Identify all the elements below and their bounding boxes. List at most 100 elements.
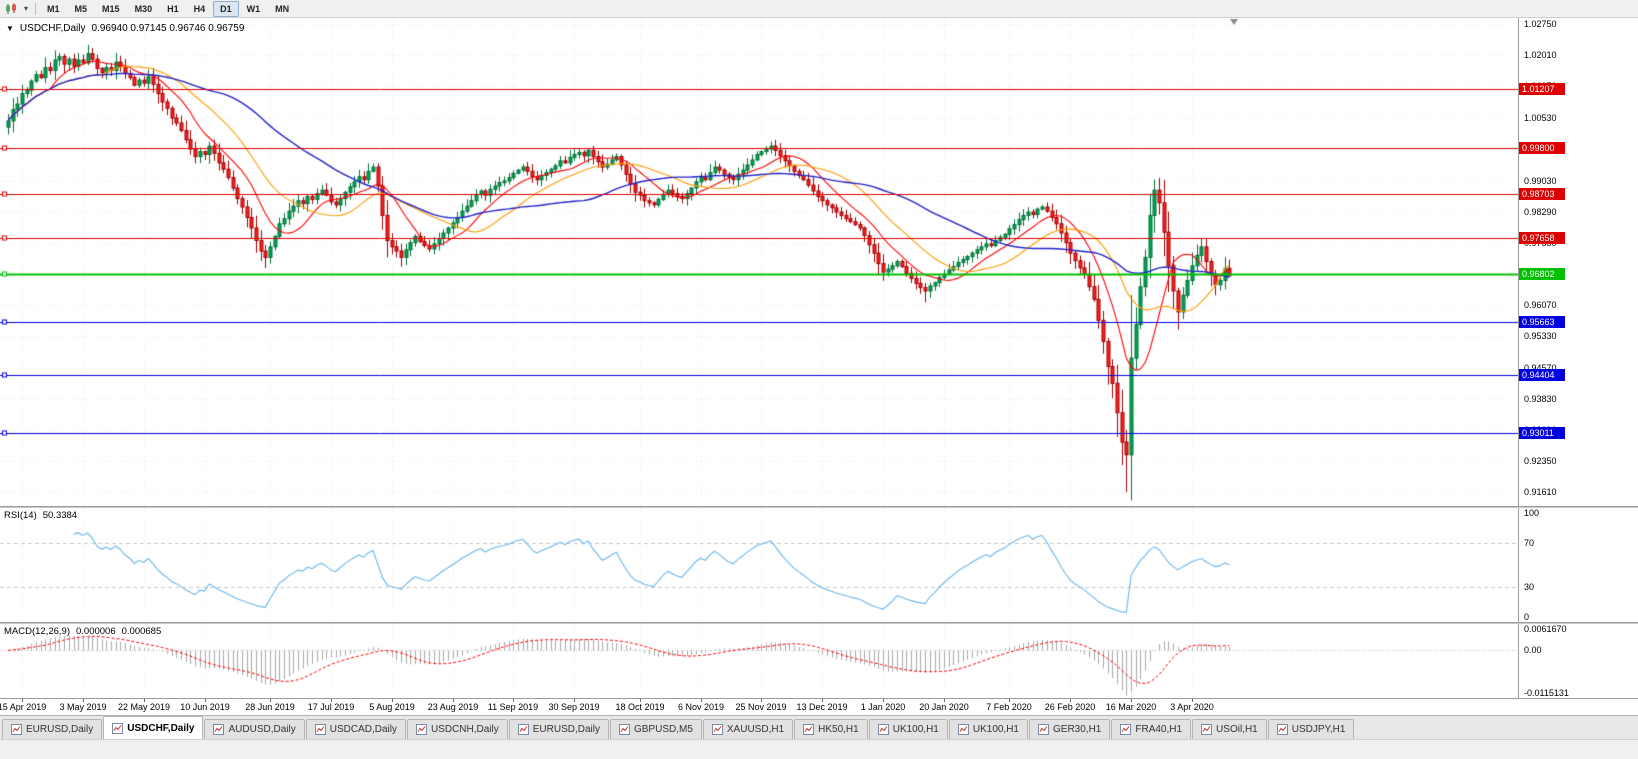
price-level-badge: 0.93011 [1519,427,1565,440]
tab-chart-icon [957,724,969,735]
time-scale-tick [513,699,514,702]
timeframe-button-m15[interactable]: M15 [102,3,120,14]
chart-tab-fra40-h1[interactable]: FRA40,H1 [1111,719,1192,739]
timeframe-toolbar: ▾ M1 M5 M15 M30 H1 H4 D1 W1 MN [0,0,1638,18]
chart-tab-ger30-h1[interactable]: GER30,H1 [1029,719,1111,739]
tab-label: UK100,H1 [972,724,1019,735]
time-scale-tick [883,699,884,702]
time-scale-tick [83,699,84,702]
tab-chart-icon [213,724,225,735]
price-tick-label: 0.96070 [1524,299,1557,310]
time-scale-tick [331,699,332,702]
time-scale-label: 5 Aug 2019 [369,702,415,712]
timeframe-button-mn[interactable]: MN [275,3,290,14]
chart-tab-usdcad-daily[interactable]: USDCAD,Daily [305,719,406,739]
chart-tab-uk100-h1[interactable]: UK100,H1 [868,719,948,739]
price-tick-label: 1.02010 [1524,50,1557,61]
chart-tab-usoil-h1[interactable]: USOil,H1 [1192,719,1267,739]
time-scale-label: 17 Jul 2019 [307,702,355,712]
time-scale-label: 15 Apr 2019 [0,702,47,712]
tab-label: USDCNH,Daily [430,724,499,735]
time-scale-tick [761,699,762,702]
rsi-title: RSI(14) 50.3384 [4,510,77,521]
tab-label: USDCHF,Daily [127,722,195,734]
price-scale[interactable]: 1.027501.020101.012701.005300.997900.990… [1518,18,1638,506]
time-scale-tick [144,699,145,702]
rsi-tick-label: 30 [1524,581,1535,592]
time-scale-label: 25 Nov 2019 [735,702,787,712]
tab-label: USOil,H1 [1216,724,1258,735]
time-scale-tick [1131,699,1132,702]
time-scale-label: 16 Mar 2020 [1105,702,1157,712]
tab-label: FRA40,H1 [1135,724,1183,735]
time-scale-label: 13 Dec 2019 [796,702,848,712]
panel-splitter-macd[interactable] [0,622,1638,624]
chart-tab-gbpusd-m5[interactable]: GBPUSD,M5 [609,719,702,739]
time-scale-tick [822,699,823,702]
chart-tab-uk100-h1[interactable]: UK100,H1 [948,719,1028,739]
timeframe-button-h4[interactable]: H4 [193,3,206,14]
tab-chart-icon [1201,724,1213,735]
charts-toolbar-icon[interactable] [3,3,21,15]
macd-main-value: 0.000006 [76,626,116,637]
chart-tab-xauusd-h1[interactable]: XAUUSD,H1 [702,719,794,739]
chart-tab-usdcnh-daily[interactable]: USDCNH,Daily [406,719,508,739]
panel-splitter-rsi[interactable] [0,506,1638,508]
chart-tab-audusd-daily[interactable]: AUDUSD,Daily [204,719,305,739]
price-tick-label: 0.99030 [1524,175,1557,186]
time-scale[interactable]: 15 Apr 2019 3 May 2019 22 May 2019 10 Jun 2… [0,698,1638,715]
price-level-badge: 0.97658 [1519,232,1565,245]
toolbar-dropdown-caret-icon[interactable]: ▾ [24,4,29,13]
time-scale-label: 3 May 2019 [59,702,107,712]
timeframe-button-m5[interactable]: M5 [74,3,88,14]
timeframe-button-m30[interactable]: M30 [134,3,153,14]
price-tick-label: 0.95330 [1524,330,1557,341]
timeframe-button-m1[interactable]: M1 [47,3,60,14]
time-scale-label: 30 Sep 2019 [548,702,600,712]
rsi-scale[interactable]: 100 70 30 0 [1518,508,1638,622]
one-click-trading-arrow-icon[interactable]: ▼ [6,24,14,33]
tab-label: EURUSD,Daily [26,724,94,735]
time-scale-tick [1070,699,1071,702]
time-scale-tick [453,699,454,702]
timeframe-button-d1[interactable]: D1 [213,0,239,17]
tab-chart-icon [112,722,124,734]
macd-signal-value: 0.000685 [121,626,162,637]
tab-label: UK100,H1 [892,724,939,735]
price-level-badge: 0.96802 [1519,268,1565,281]
chart-tab-usdjpy-h1[interactable]: USDJPY,H1 [1267,719,1355,739]
time-scale-label: 20 Jan 2020 [919,702,969,712]
tab-chart-icon [415,724,427,735]
price-level-badge: 0.99800 [1519,142,1565,155]
chart-tab-eurusd-daily[interactable]: EURUSD,Daily [2,719,103,739]
tab-chart-icon [1120,724,1132,735]
tab-chart-icon [618,724,630,735]
time-scale-tick [205,699,206,702]
rsi-canvas[interactable] [0,508,1518,622]
time-scale-label: 11 Sep 2019 [487,702,539,712]
status-bar [0,739,1638,759]
price-level-badge: 1.01207 [1519,83,1565,96]
chart-tab-hk50-h1[interactable]: HK50,H1 [794,719,868,739]
time-scale-label: 26 Feb 2020 [1044,702,1096,712]
main-chart-canvas[interactable] [0,18,1518,506]
chart-symbol-period: USDCHF,Daily [19,23,86,34]
macd-canvas[interactable] [0,624,1518,698]
chart-tab-eurusd-daily[interactable]: EURUSD,Daily [508,719,609,739]
price-tick-label: 0.94570 [1524,363,1557,373]
tab-label: XAUUSD,H1 [726,724,785,735]
tab-label: HK50,H1 [818,724,859,735]
timeframe-button-h1[interactable]: H1 [167,3,179,14]
price-tick-label: 1.02750 [1524,19,1557,30]
price-tick-label: 0.93830 [1524,393,1557,404]
chart-tab-usdchf-daily[interactable]: USDCHF,Daily [103,716,204,739]
time-scale-label: 1 Jan 2020 [860,702,906,712]
tab-chart-icon [517,724,529,735]
time-scale-label: 6 Nov 2019 [677,702,725,712]
timeframe-button-w1[interactable]: W1 [246,3,261,14]
time-scale-label: 28 Jun 2019 [245,702,295,712]
price-tick-label: 0.98290 [1524,206,1557,217]
time-scale-tick [392,699,393,702]
time-scale-tick [574,699,575,702]
macd-scale[interactable]: 0.0061670 0.00 -0.0115131 [1518,624,1638,698]
